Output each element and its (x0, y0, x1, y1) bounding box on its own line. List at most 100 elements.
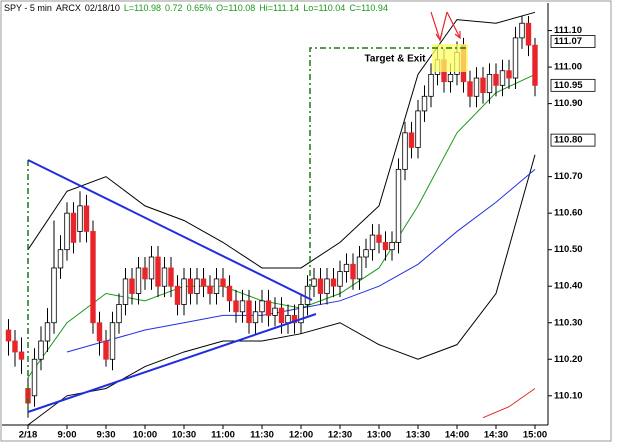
candle-body (226, 285, 233, 302)
y-tick-label: 110.70 (554, 171, 583, 182)
y-tick-label: 110.30 (554, 317, 583, 328)
y-tick-label: 111.10 (554, 25, 582, 36)
candle-body (356, 256, 363, 280)
price-box (550, 35, 596, 48)
x-tick-label: 2/18 (19, 430, 38, 441)
price-label: 110.95 (554, 80, 583, 91)
candle-body (389, 241, 395, 251)
header-item: 0.65% (187, 3, 213, 13)
candle-body (213, 278, 220, 294)
x-tick-label: 13:00 (367, 430, 391, 441)
header-item: L=110.98 (124, 3, 161, 13)
candle-body (148, 256, 155, 280)
candle-body (207, 285, 213, 294)
candle-body (311, 278, 317, 287)
candle-body (109, 322, 116, 360)
indicator-line (27, 154, 536, 426)
header-item: 02/18/10 (85, 3, 120, 13)
candle-body (428, 73, 434, 97)
header-item: ARCX (56, 3, 81, 13)
candle-body (220, 278, 226, 287)
candle-body (337, 271, 343, 287)
candle-body (350, 263, 356, 280)
candle-body (402, 132, 408, 170)
candle-body (135, 267, 142, 294)
candle-body (298, 304, 304, 324)
x-tick-label: 12:30 (328, 430, 352, 441)
candle-body (129, 278, 135, 294)
candle-body (447, 73, 454, 83)
target-line (309, 47, 466, 290)
candle-body (252, 311, 259, 324)
header-item: O=110.08 (216, 3, 255, 13)
candle-body (278, 307, 285, 324)
candle-body (161, 267, 168, 287)
candle-body (77, 205, 83, 232)
x-tick-label: 9:30 (96, 430, 115, 441)
candle-body (285, 315, 291, 324)
candle-body (246, 300, 252, 324)
arrows (430, 11, 461, 43)
x-tick-label: 15:00 (523, 430, 547, 441)
candle-body (239, 300, 246, 313)
y-tick-label: 111.00 (554, 62, 582, 73)
candle-body (317, 278, 324, 294)
candle-body (304, 285, 311, 305)
candle-body (233, 300, 239, 313)
arrow (446, 11, 461, 39)
header-item: SPY - 5 min (4, 3, 52, 13)
y-tick-label: 110.20 (554, 354, 583, 365)
y-tick-label: 110.90 (554, 98, 583, 109)
candle-body (382, 241, 389, 251)
price-label: 111.07 (554, 36, 582, 47)
candle-body (174, 285, 181, 305)
x-tick-label: 14:30 (484, 430, 508, 441)
candle-body (12, 340, 18, 353)
arrow-head (454, 31, 461, 40)
candle-body (70, 212, 77, 243)
indicator-line (27, 11, 536, 269)
price-box (550, 133, 596, 147)
candle-body (168, 267, 174, 287)
candle-body (519, 22, 525, 39)
candle-body (265, 300, 272, 316)
candle-body (415, 110, 421, 148)
x-tick-label: 11:00 (211, 430, 235, 441)
candle-body (103, 340, 109, 360)
candle-body (90, 231, 96, 324)
candle-body (343, 263, 350, 273)
candle-body (142, 267, 148, 280)
y-tick-label: 110.40 (554, 281, 583, 292)
candle-body (18, 351, 25, 360)
x-tick-label: 11:30 (250, 430, 274, 441)
candle-body (155, 256, 161, 287)
price-box (550, 78, 596, 92)
candle-body (480, 77, 486, 94)
candle-body (369, 234, 376, 251)
candle-body (499, 70, 506, 86)
candle-body (116, 304, 122, 324)
x-tick-label: 14:00 (445, 430, 469, 441)
candle-body (421, 95, 428, 112)
candle-body (51, 267, 57, 324)
candle-body (64, 212, 70, 251)
indicator-line (482, 388, 536, 419)
candle-body (122, 278, 129, 305)
candle-body (194, 278, 200, 294)
y-tick-label: 110.50 (554, 244, 583, 255)
candle-body (291, 315, 298, 324)
candle-body (44, 322, 51, 342)
y-tick-label: 110.60 (554, 208, 583, 219)
candle-body (493, 73, 499, 86)
plot (5, 11, 538, 426)
candle-body (512, 37, 519, 79)
candle-body (395, 168, 402, 243)
candle-body (5, 329, 12, 342)
x-tick-label: 9:00 (57, 430, 76, 441)
candle-body (96, 322, 103, 342)
candle-body (486, 73, 493, 94)
x-tick-label: 10:00 (133, 430, 157, 441)
x-tick-label: 13:30 (406, 430, 430, 441)
trendline (27, 313, 317, 413)
